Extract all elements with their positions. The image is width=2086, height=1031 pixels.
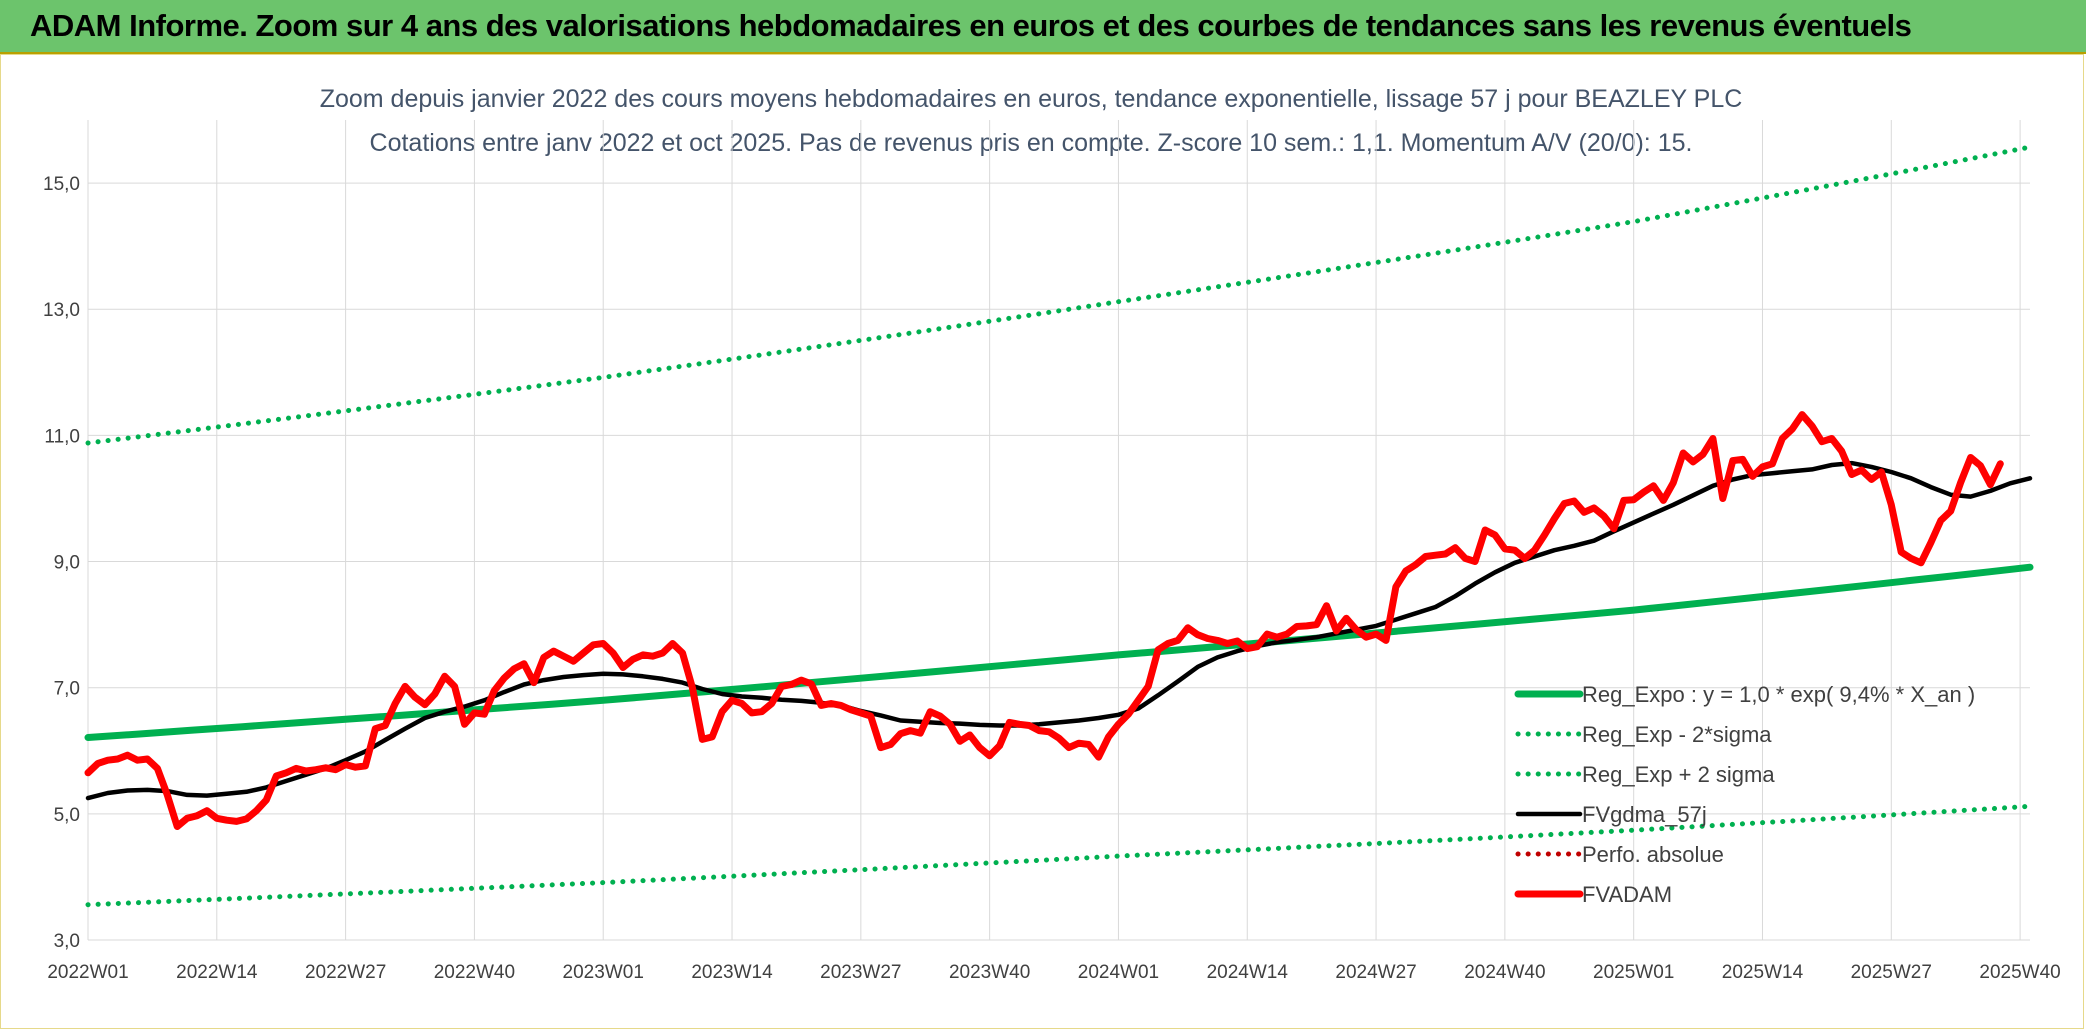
chart-title-line-1: Zoom depuis janvier 2022 des cours moyen… xyxy=(320,85,1743,113)
x-tick-label: 2024W27 xyxy=(1335,962,1416,983)
legend-entry-label: FVgdma_57j xyxy=(1582,802,1707,827)
legend-entry-label: Reg_Exp - 2*sigma xyxy=(1582,722,1772,747)
chart-frame xyxy=(0,54,2084,1029)
y-tick-label: 15,0 xyxy=(43,174,80,195)
y-tick-label: 9,0 xyxy=(54,553,80,574)
series-line xyxy=(84,411,2004,830)
legend-entry-label: FVADAM xyxy=(1582,882,1672,907)
x-tick-label: 2022W01 xyxy=(47,962,128,983)
x-tick-label: 2023W40 xyxy=(949,962,1030,983)
series-line xyxy=(85,803,2033,908)
x-tick-label: 2023W14 xyxy=(691,962,773,983)
x-tick-label: 2025W40 xyxy=(1979,962,2060,983)
legend: Reg_Expo : y = 1,0 * exp( 9,4% * X_an ) R… xyxy=(1514,682,1975,907)
series-line xyxy=(85,144,2033,446)
y-tick-label: 3,0 xyxy=(54,931,80,952)
y-tick-label: 11,0 xyxy=(44,426,80,447)
x-tick-label: 2025W27 xyxy=(1851,962,1932,983)
x-tick-label: 2024W40 xyxy=(1464,962,1545,983)
legend-entry-label: Reg_Exp + 2 sigma xyxy=(1582,762,1775,787)
x-tick-label: 2025W01 xyxy=(1593,962,1674,983)
y-axis-tick-labels: 3,0 5,0 7,0 9,0 11,0 13,0 15,0 xyxy=(43,174,80,952)
x-tick-label: 2022W14 xyxy=(176,962,258,983)
x-tick-label: 2022W40 xyxy=(434,962,515,983)
report-banner-title: ADAM Informe. Zoom sur 4 ans des valoris… xyxy=(30,8,1912,43)
y-tick-label: 7,0 xyxy=(54,679,80,700)
series-line xyxy=(85,460,2033,801)
y-tick-label: 13,0 xyxy=(43,300,80,321)
report-banner: ADAM Informe. Zoom sur 4 ans des valoris… xyxy=(0,0,2086,54)
x-tick-label: 2023W01 xyxy=(563,962,644,983)
legend-entry-label: Reg_Expo : y = 1,0 * exp( 9,4% * X_an ) xyxy=(1582,682,1975,707)
chart-title: Zoom depuis janvier 2022 des cours moyen… xyxy=(320,85,1743,157)
gridlines xyxy=(87,120,2030,941)
series-line xyxy=(84,563,2034,741)
legend-entry-label: Perfo. absolue xyxy=(1582,842,1724,867)
x-axis-tick-labels: 2022W01 2022W14 2022W27 2022W40 2023W01 2023W… xyxy=(47,962,2060,983)
series-lines xyxy=(84,144,2034,908)
x-tick-label: 2023W27 xyxy=(820,962,901,983)
chart-title-line-2: Cotations entre janv 2022 et oct 2025. P… xyxy=(370,129,1693,157)
x-tick-label: 2024W01 xyxy=(1078,962,1159,983)
x-tick-label: 2024W14 xyxy=(1207,962,1289,983)
y-tick-label: 5,0 xyxy=(54,805,80,826)
x-tick-label: 2025W14 xyxy=(1722,962,1804,983)
x-tick-label: 2022W27 xyxy=(305,962,386,983)
